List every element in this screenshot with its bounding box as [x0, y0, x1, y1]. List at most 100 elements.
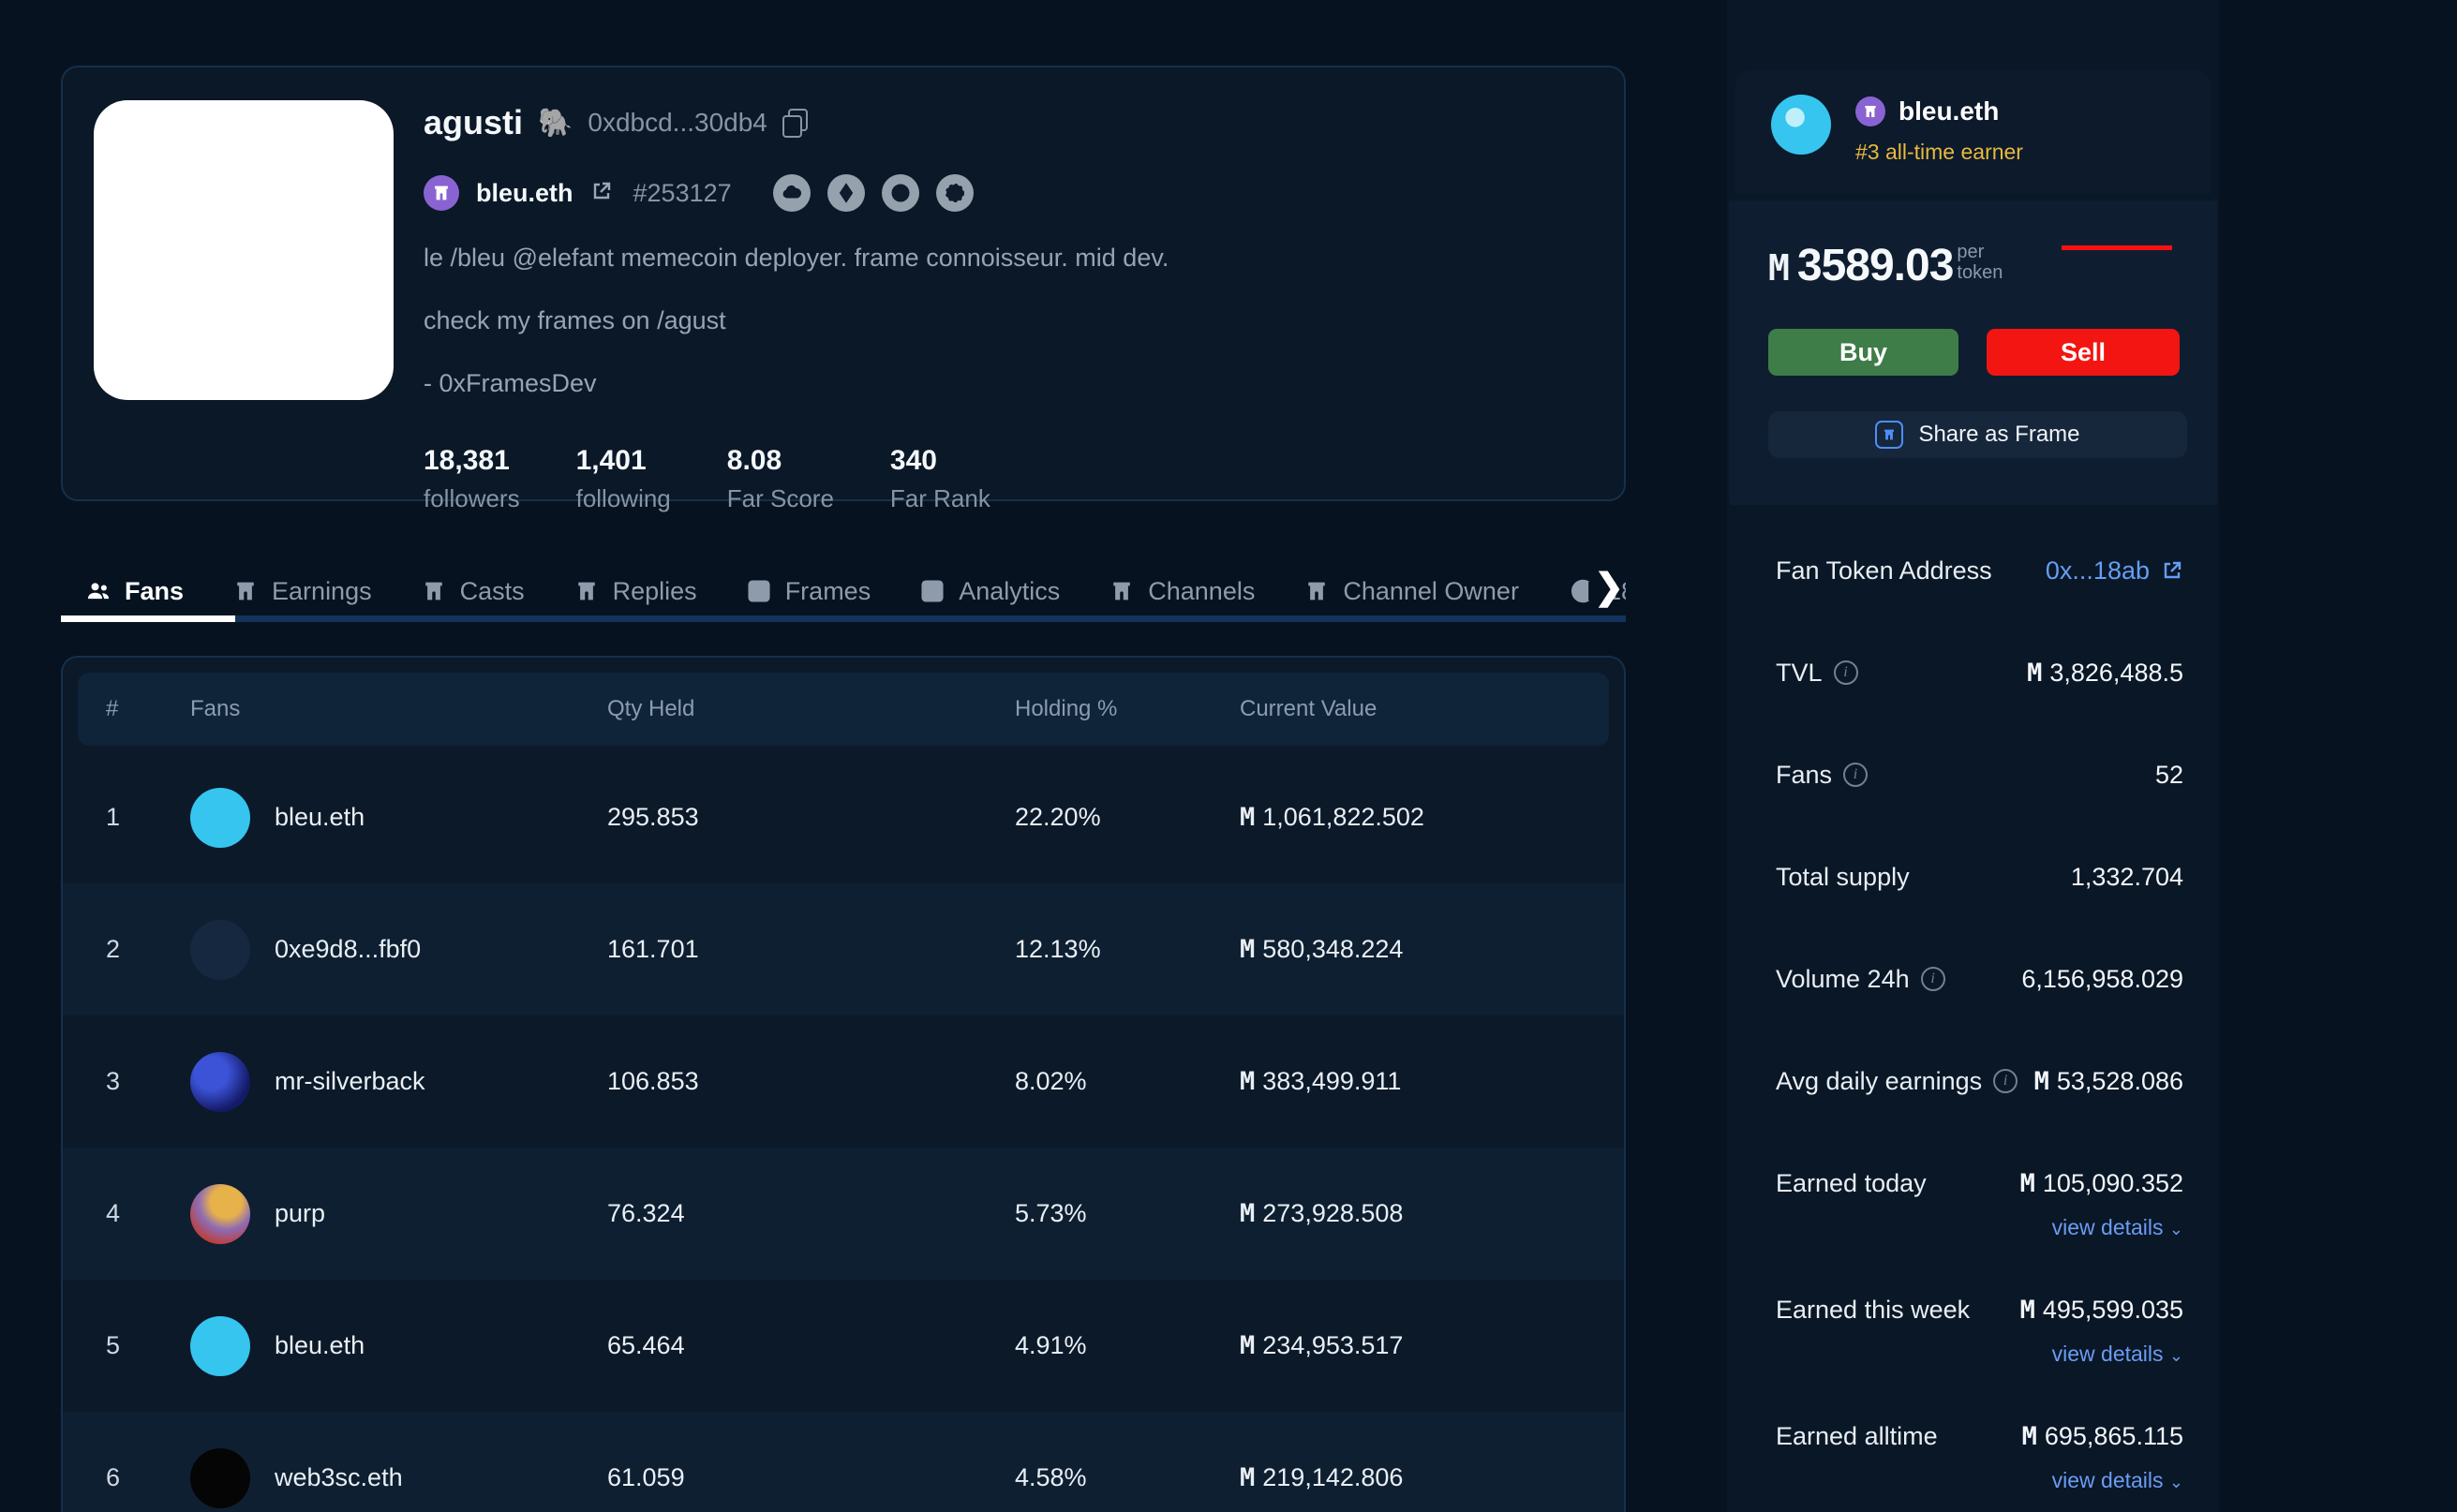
- col-rank: #: [106, 696, 119, 721]
- fans-icon: [85, 578, 112, 604]
- fan-name[interactable]: bleu.eth: [275, 1331, 365, 1359]
- share-as-frame-button[interactable]: Share as Frame: [1768, 411, 2187, 458]
- table-row[interactable]: 1 bleu.eth 295.853 22.20% M 1,061,822.502: [63, 751, 1624, 883]
- cloud-badge-icon: [772, 174, 811, 212]
- holding-pct: 22.20%: [1015, 803, 1101, 831]
- holding-pct: 4.91%: [1015, 1331, 1087, 1359]
- table-row[interactable]: 4 purp 76.324 5.73% M 273,928.508: [63, 1148, 1624, 1280]
- tabs-track-line: [61, 615, 1626, 622]
- stat-following: 1,401 following: [575, 445, 671, 512]
- info-icon[interactable]: i: [1843, 763, 1869, 787]
- token-sidebar: bleu.eth #3 all-time earner M 3589.03 pe…: [1727, 0, 2219, 1512]
- framed-arch-icon: [921, 580, 944, 602]
- moxie-icon: M: [1240, 803, 1255, 832]
- tab-followers[interactable]: 18381 F: [1543, 565, 1626, 617]
- moxie-icon: M: [2033, 1066, 2049, 1096]
- fan-avatar: [190, 919, 250, 980]
- tab-frames[interactable]: Frames: [722, 565, 896, 617]
- moxie-icon: M: [2019, 1168, 2035, 1198]
- farcaster-badge-icon: [1855, 96, 1885, 126]
- tab-fans[interactable]: Fans: [61, 565, 208, 617]
- current-value: 234,953.517: [1262, 1331, 1404, 1359]
- table-row[interactable]: 5 bleu.eth 65.464 4.91% M 234,953.517: [63, 1280, 1624, 1412]
- arch-icon: [1303, 578, 1330, 604]
- col-qty: Qty Held: [607, 696, 695, 721]
- stat-earned-this-week: Earned this week M 495,599.035: [1776, 1295, 2183, 1325]
- profile-picture: [94, 100, 394, 400]
- current-value: 1,061,822.502: [1262, 803, 1424, 831]
- current-value: 273,928.508: [1262, 1199, 1404, 1227]
- fan-avatar: [190, 1051, 250, 1112]
- current-value: 219,142.806: [1262, 1463, 1404, 1491]
- fid-number: #253127: [633, 178, 732, 207]
- stat-earned-alltime: Earned alltime M 695,865.115: [1776, 1421, 2183, 1451]
- info-icon[interactable]: i: [1833, 660, 1858, 685]
- farcaster-badge-icon: [424, 175, 459, 211]
- active-tab-indicator: [61, 615, 235, 622]
- info-icon[interactable]: i: [1920, 967, 1945, 991]
- fan-avatar: [190, 1447, 250, 1508]
- col-value: Current Value: [1240, 696, 1377, 721]
- sell-button[interactable]: Sell: [1987, 329, 2180, 376]
- fan-avatar: [190, 787, 250, 848]
- price-sparkline: [2062, 245, 2172, 250]
- moxie-icon: M: [2019, 1295, 2035, 1325]
- stat-far-score: 8.08 Far Score: [726, 445, 834, 512]
- col-holding: Holding %: [1015, 696, 1118, 721]
- eth-diamond-badge-icon: [826, 174, 865, 212]
- sidebar-handle[interactable]: bleu.eth: [1899, 96, 2000, 126]
- fan-name[interactable]: bleu.eth: [275, 803, 365, 831]
- view-details-link[interactable]: view details ⌄: [2051, 1215, 2183, 1239]
- tab-channel-owner[interactable]: Channel Owner: [1279, 565, 1543, 617]
- view-details-link[interactable]: view details ⌄: [2051, 1342, 2183, 1366]
- frame-arch-icon: [1875, 421, 1904, 449]
- table-row[interactable]: 6 web3sc.eth 61.059 4.58% M 219,142.806: [63, 1412, 1624, 1512]
- info-icon[interactable]: i: [1993, 1069, 2018, 1093]
- moxie-icon: M: [2027, 658, 2042, 688]
- moxie-icon: M: [2021, 1421, 2037, 1451]
- profile-card: agusti 🐘 0xdbcd...30db4 bleu.eth #253127: [61, 66, 1626, 512]
- table-row[interactable]: 2 0xe9d8...fbf0 161.701 12.13% M 580,348.…: [63, 883, 1624, 1015]
- stat-fan-token-address: Fan Token Address 0x...18ab: [1776, 550, 2183, 591]
- tab-bar: Fans Earnings Casts Replies Frames Analy…: [61, 560, 1626, 622]
- tab-channels[interactable]: Channels: [1084, 565, 1279, 617]
- fan-name[interactable]: 0xe9d8...fbf0: [275, 935, 422, 963]
- tab-analytics[interactable]: Analytics: [895, 565, 1084, 617]
- qty-held: 61.059: [607, 1463, 685, 1491]
- qty-held: 161.701: [607, 935, 699, 963]
- fan-name[interactable]: purp: [275, 1199, 326, 1227]
- fan-name[interactable]: web3sc.eth: [275, 1463, 403, 1491]
- price-unit: per: [1957, 242, 1985, 262]
- col-fans: Fans: [190, 696, 241, 721]
- farcaster-handle[interactable]: bleu.eth: [476, 178, 573, 207]
- bio-line-2: check my frames on /agust: [424, 306, 726, 334]
- stat-far-rank: 340 Far Rank: [889, 445, 990, 512]
- avatar: [1771, 95, 1831, 155]
- tab-earnings[interactable]: Earnings: [208, 565, 396, 617]
- moxie-icon: M: [1768, 247, 1790, 289]
- qty-held: 295.853: [607, 803, 699, 831]
- tabs-scroll-right-icon[interactable]: ❯: [1594, 568, 1624, 607]
- token-address-link[interactable]: 0x...18ab: [2046, 556, 2183, 586]
- token-stats: Fan Token Address 0x...18ab TVL i M 3,826,…: [1727, 505, 2219, 1512]
- view-details-link[interactable]: view details ⌄: [2051, 1468, 2183, 1492]
- tab-casts[interactable]: Casts: [396, 565, 549, 617]
- fan-avatar: [190, 1183, 250, 1244]
- profile-name: agusti: [424, 103, 524, 141]
- arch-icon: [1109, 578, 1135, 604]
- table-row[interactable]: 3 mr-silverback 106.853 8.02% M 383,499.9…: [63, 1015, 1624, 1148]
- external-link-icon[interactable]: [590, 180, 613, 207]
- fan-name[interactable]: mr-silverback: [275, 1067, 425, 1095]
- stat-fans: Fans i 52: [1776, 760, 2183, 789]
- buy-button[interactable]: Buy: [1768, 329, 1959, 376]
- elephant-emoji: 🐘: [538, 107, 573, 139]
- copy-address-icon[interactable]: [782, 109, 808, 138]
- arrow-left-circle-icon: [1571, 579, 1589, 603]
- moxie-icon: M: [1240, 1463, 1255, 1492]
- stat-earned-today: Earned today M 105,090.352: [1776, 1168, 2183, 1198]
- stat-volume-24h: Volume 24h i 6,156,958.029: [1776, 964, 2183, 993]
- qty-held: 106.853: [607, 1067, 699, 1095]
- holding-pct: 4.58%: [1015, 1463, 1087, 1491]
- tab-replies[interactable]: Replies: [549, 565, 722, 617]
